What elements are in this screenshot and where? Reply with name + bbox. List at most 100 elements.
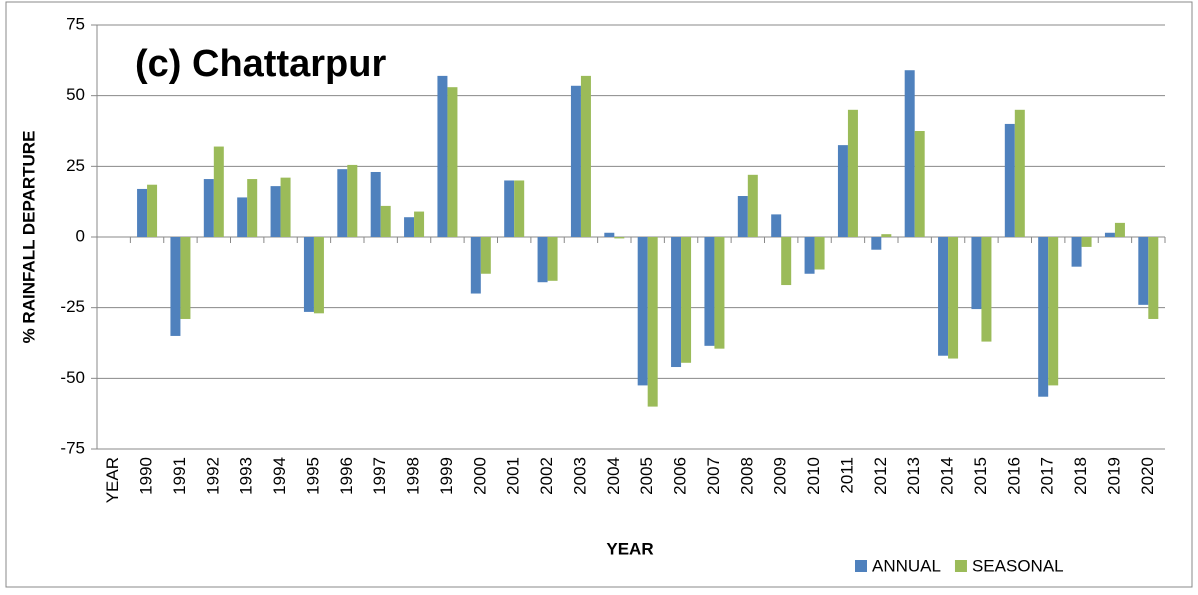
bar	[537, 237, 548, 283]
x-tick-label: 2004	[604, 457, 623, 495]
x-tick-label: 2003	[570, 457, 589, 495]
bar	[213, 146, 224, 237]
x-tick-label: 2010	[804, 457, 823, 495]
legend-label: SEASONAL	[972, 556, 1064, 575]
legend-swatch	[855, 560, 867, 572]
x-tick-label: 2001	[504, 457, 523, 495]
chart-border	[5, 1, 1193, 588]
y-axis-label: % RAINFALL DEPARTURE	[19, 131, 38, 344]
x-tick-label: 1991	[170, 457, 189, 495]
y-tick-label: 75	[66, 14, 85, 33]
bar	[981, 237, 992, 342]
bar	[580, 75, 591, 237]
x-tick-label: 2007	[704, 457, 723, 495]
bar	[437, 75, 448, 237]
bar	[404, 217, 415, 237]
bar	[237, 197, 248, 237]
bar	[337, 169, 348, 237]
x-tick-label: 2000	[470, 457, 489, 495]
bar	[804, 237, 815, 274]
bar	[180, 237, 191, 319]
bar	[270, 186, 281, 237]
bar	[280, 177, 291, 237]
x-tick-label: 2011	[837, 457, 856, 494]
bar	[247, 179, 258, 237]
bar	[938, 237, 949, 356]
y-tick-label: -75	[60, 438, 85, 457]
bar	[948, 237, 959, 359]
bar	[313, 237, 324, 314]
y-tick-label: -50	[60, 368, 85, 387]
bar	[170, 237, 181, 336]
x-tick-label: 1997	[370, 457, 389, 495]
bar	[470, 237, 481, 294]
bar	[771, 214, 782, 237]
bar	[1104, 232, 1115, 237]
x-tick-label: 2014	[938, 457, 957, 495]
bar	[303, 237, 314, 312]
bar	[837, 145, 848, 237]
x-tick-label: 2006	[671, 457, 690, 495]
chart-title: (c) Chattarpur	[135, 43, 386, 85]
bar	[1004, 123, 1015, 237]
x-tick-label: 2017	[1038, 457, 1057, 495]
bar	[747, 174, 758, 237]
x-tick-label: 1990	[137, 457, 156, 495]
bar	[681, 237, 692, 363]
bar	[1071, 237, 1082, 267]
bar	[637, 237, 648, 386]
x-tick-label: 2008	[737, 457, 756, 495]
bar	[671, 237, 682, 368]
x-tick-label: 1996	[337, 457, 356, 495]
x-tick-label: 2016	[1004, 457, 1023, 495]
bar	[480, 237, 491, 274]
x-tick-label: 2019	[1104, 457, 1123, 495]
bar	[704, 237, 715, 346]
bar	[781, 237, 792, 286]
bar	[604, 232, 615, 237]
bar	[1138, 237, 1149, 305]
bar	[1048, 237, 1059, 386]
bar	[137, 188, 148, 237]
bar	[514, 180, 525, 237]
x-tick-label: 2012	[871, 457, 890, 495]
x-tick-label: 2020	[1138, 457, 1157, 495]
bar	[814, 237, 825, 270]
bar	[347, 164, 358, 237]
bar	[714, 237, 725, 349]
bar	[504, 180, 515, 237]
y-tick-label: 0	[76, 226, 85, 245]
legend-label: ANNUAL	[872, 556, 941, 575]
bar	[971, 237, 982, 310]
bar	[1081, 237, 1092, 247]
x-tick-label: YEAR	[103, 457, 122, 503]
x-tick-label: 1999	[437, 457, 456, 495]
legend-swatch	[954, 560, 967, 572]
bar	[914, 131, 925, 237]
bar	[904, 70, 915, 237]
bar	[1114, 222, 1125, 237]
bar	[547, 237, 558, 281]
bar	[847, 109, 858, 237]
bar	[1038, 237, 1049, 397]
x-tick-label: 2005	[637, 457, 656, 495]
bar	[881, 234, 892, 237]
bar	[203, 179, 214, 237]
x-tick-label: 1993	[237, 457, 256, 495]
bar	[370, 171, 381, 237]
x-tick-label: 2013	[904, 457, 923, 495]
x-tick-label: 1992	[203, 457, 222, 495]
bar	[414, 211, 425, 237]
x-tick-label: 1994	[270, 457, 289, 495]
x-tick-label: 2009	[771, 457, 790, 495]
bar	[614, 237, 625, 239]
bar	[447, 87, 458, 237]
x-tick-label: 2018	[1071, 457, 1090, 495]
bar	[1148, 237, 1159, 319]
bar	[647, 237, 658, 407]
bar	[871, 237, 882, 250]
x-tick-label: 2015	[971, 457, 990, 495]
bar	[147, 184, 158, 237]
